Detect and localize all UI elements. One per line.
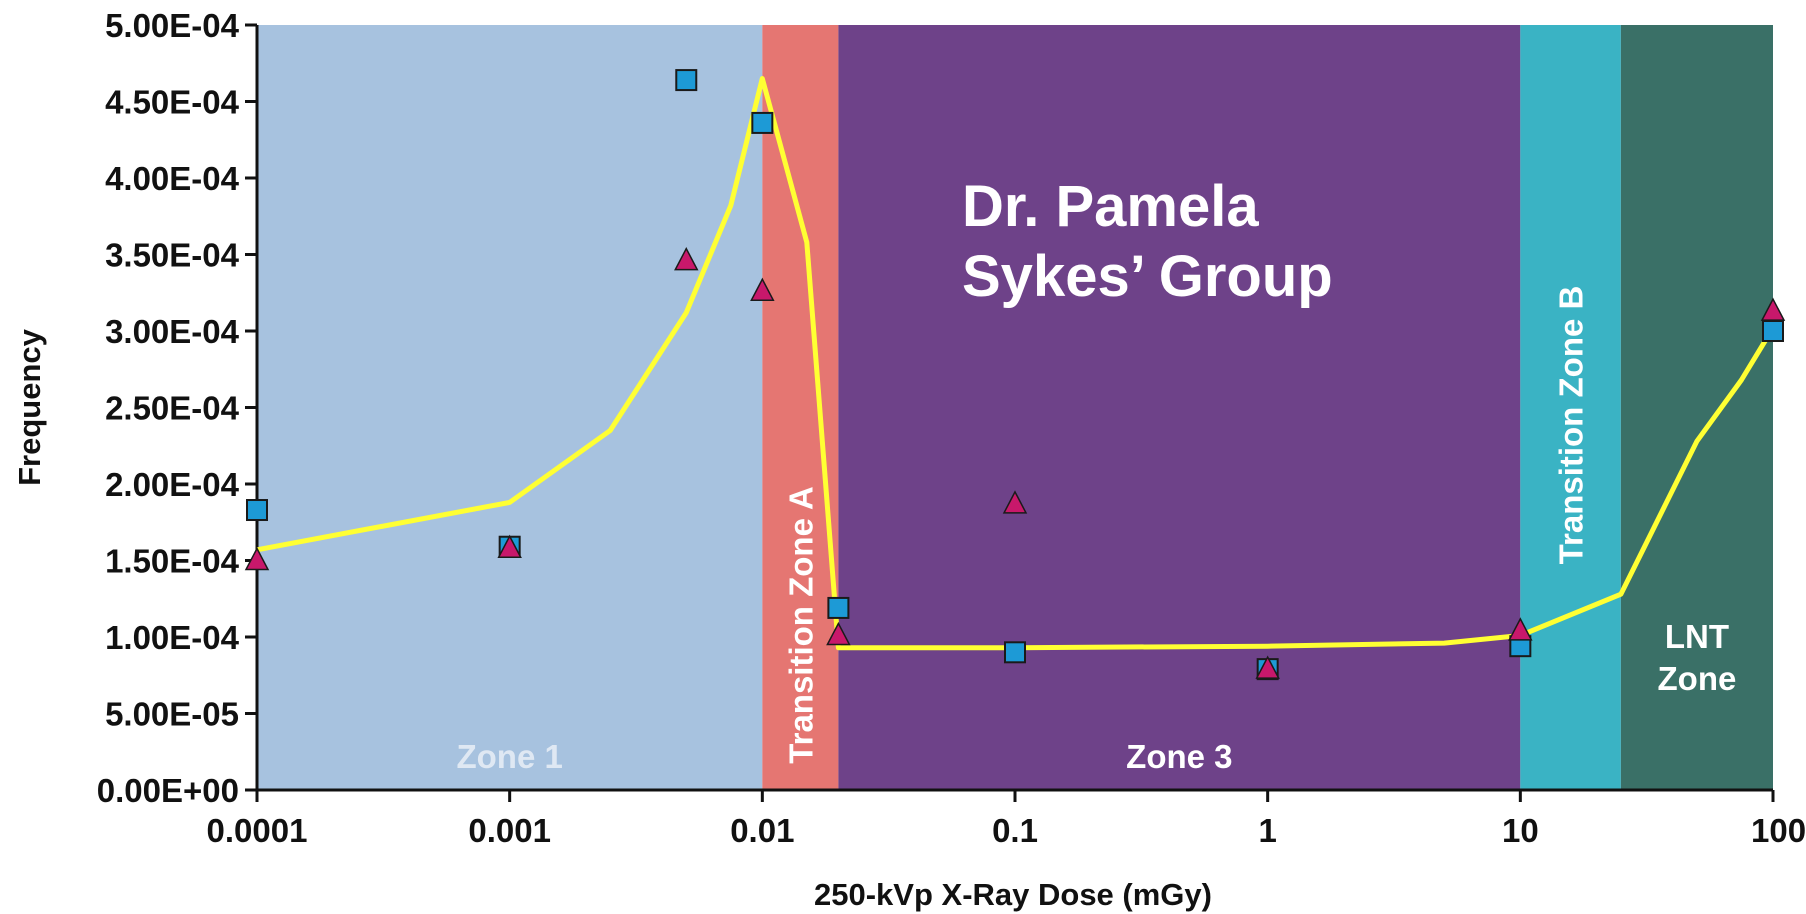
trend-line xyxy=(256,76,1776,651)
zone-label-zone-1: Zone 1 xyxy=(456,738,562,775)
triangle-marker xyxy=(826,621,851,646)
zone-band-lnt-zone xyxy=(1620,25,1773,790)
y-tick-label: 4.00E-04 xyxy=(105,160,240,197)
square-marker xyxy=(827,596,850,619)
zone-label-zone-3: Zone 3 xyxy=(1126,738,1232,775)
square-marker xyxy=(1004,641,1026,664)
x-tick-label: 0.1 xyxy=(992,812,1038,849)
y-tick-label: 0.00E+00 xyxy=(97,772,239,809)
tick-labels: 0.00E+00 5.00E-05 1.00E-04 1.50E-04 2.00E-04… xyxy=(97,7,1806,849)
triangle-marker xyxy=(1002,490,1028,514)
data-markers xyxy=(244,69,1786,681)
triangle-marker xyxy=(674,247,699,271)
y-tick-label: 2.50E-04 xyxy=(105,390,240,427)
y-axis-title: Frequency xyxy=(12,328,47,486)
zone-band-zone-3 xyxy=(838,25,1521,790)
triangle-marker xyxy=(1508,617,1533,641)
square-marker xyxy=(751,111,774,134)
zone-label-lnt-zone-line-0: LNT xyxy=(1665,618,1729,655)
triangle-marker xyxy=(244,546,270,571)
y-tick-label: 3.00E-04 xyxy=(105,313,240,350)
x-axis-title: 250-kVp X-Ray Dose (mGy) xyxy=(814,877,1212,912)
y-tick-label: 3.50E-04 xyxy=(105,237,240,274)
zone-label-transition-zone-a: Transition Zone A xyxy=(782,486,819,763)
y-tick-label: 5.00E-05 xyxy=(105,696,239,733)
x-tick-label: 0.0001 xyxy=(207,812,308,849)
y-tick-label: 1.00E-04 xyxy=(105,619,240,656)
annotation-line-0: Dr. Pamela xyxy=(962,174,1259,239)
zone-band-zone-1 xyxy=(257,25,763,790)
zone-band-transition-zone-a xyxy=(762,25,839,790)
triangle-marker xyxy=(1760,297,1786,321)
x-tick-label: 100 xyxy=(1751,812,1806,849)
square-marker xyxy=(1762,320,1784,342)
zone-band-transition-zone-b xyxy=(1520,25,1621,790)
triangle-marker xyxy=(1255,655,1280,679)
y-tick-label: 1.50E-04 xyxy=(105,543,240,580)
x-tick-label: 0.01 xyxy=(730,812,794,849)
square-marker xyxy=(246,499,268,522)
y-tick-label: 5.00E-04 xyxy=(105,7,240,44)
y-tick-label: 4.50E-04 xyxy=(105,84,240,121)
annotation-line-1: Sykes’ Group xyxy=(962,244,1333,309)
square-marker xyxy=(675,69,698,92)
x-tick-label: 10 xyxy=(1502,812,1539,849)
zone-labels: Zone 1 Transition Zone A Zone 3 Transition … xyxy=(456,286,1736,775)
triangle-marker xyxy=(497,534,522,559)
zone-label-lnt-zone-line-1: Zone xyxy=(1658,660,1737,697)
zone-label-transition-zone-b: Transition Zone B xyxy=(1553,286,1590,565)
triangle-marker xyxy=(750,277,775,301)
y-tick-label: 2.00E-04 xyxy=(105,466,240,503)
group-annotation: Dr. Pamela Sykes’ Group xyxy=(962,174,1333,309)
x-tick-label: 0.001 xyxy=(468,812,551,849)
trend-line-path xyxy=(256,76,1776,651)
zone-bands xyxy=(257,25,1773,790)
x-tick-label: 1 xyxy=(1258,812,1276,849)
